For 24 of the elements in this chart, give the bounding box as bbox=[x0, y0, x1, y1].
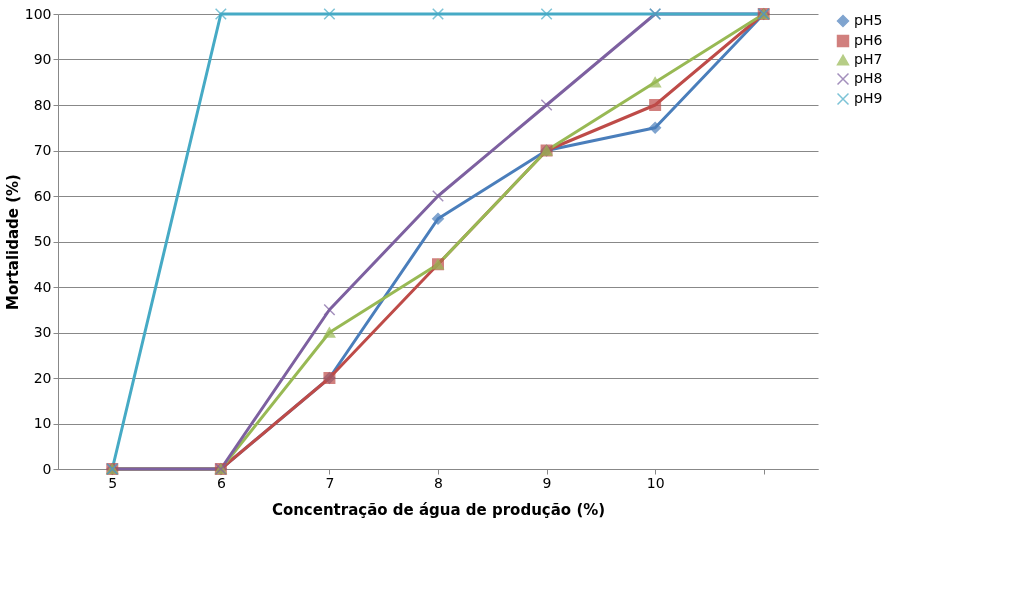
x-tick-label: 6 bbox=[216, 474, 226, 491]
legend-label: pH6 bbox=[854, 32, 883, 48]
y-tick-label: 70 bbox=[33, 142, 52, 158]
legend-label: pH9 bbox=[854, 90, 883, 106]
legend-label: pH7 bbox=[854, 51, 883, 67]
y-tick-label: 30 bbox=[33, 324, 52, 340]
y-axis-title: Mortalidade (%) bbox=[3, 174, 22, 310]
y-tick-label: 90 bbox=[33, 51, 52, 67]
y-tick-label: 80 bbox=[33, 96, 52, 113]
x-axis-title: Concentração de água de produção (%) bbox=[271, 500, 606, 519]
x-tick-label: 5 bbox=[108, 474, 118, 491]
y-tick-label: 60 bbox=[33, 187, 52, 204]
legend-label: pH5 bbox=[854, 12, 883, 28]
y-tick-label: 40 bbox=[33, 278, 52, 295]
x-tick-label: 7 bbox=[325, 474, 335, 491]
legend-label: pH8 bbox=[854, 70, 883, 86]
y-tick-label: 20 bbox=[33, 369, 52, 386]
y-tick-label: 0 bbox=[42, 460, 52, 477]
x-tick-label: 9 bbox=[542, 474, 552, 491]
y-tick-label: 50 bbox=[33, 233, 52, 249]
x-tick-label: 10 bbox=[646, 474, 665, 491]
x-tick-label: 8 bbox=[434, 474, 443, 491]
y-tick-label: 10 bbox=[33, 415, 52, 431]
y-tick-label: 100 bbox=[24, 5, 52, 22]
